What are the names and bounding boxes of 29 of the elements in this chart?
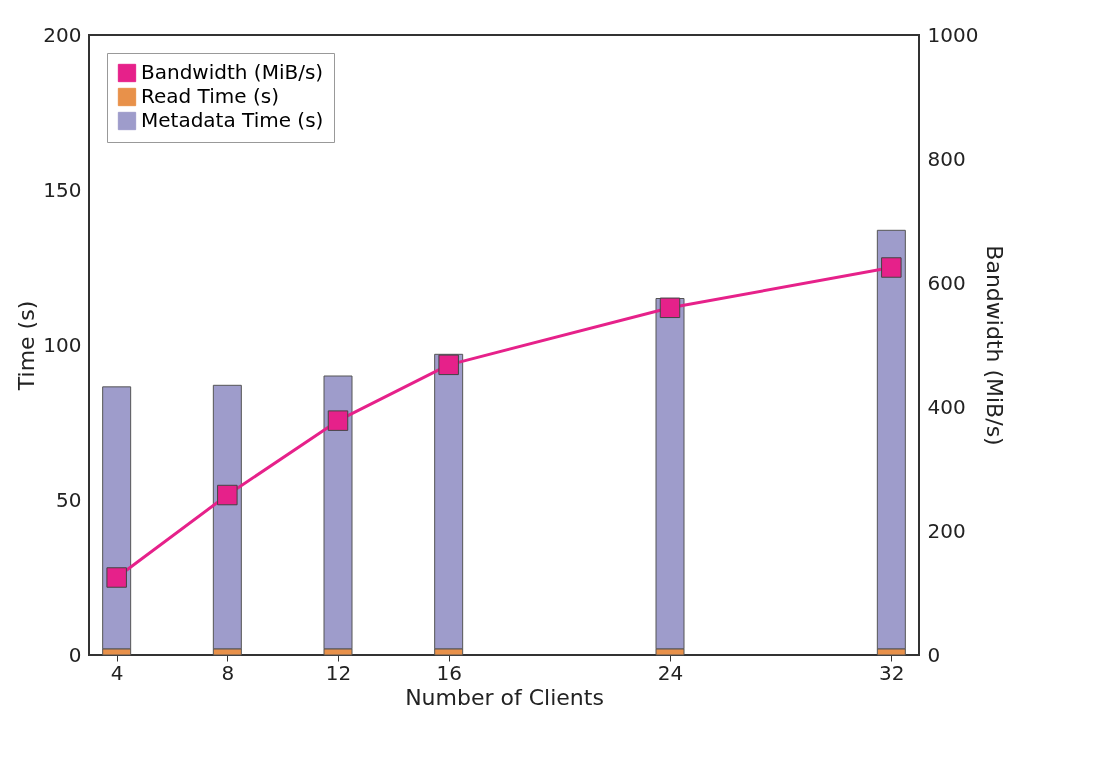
point — [659, 297, 681, 319]
x-tick-label: 16 — [436, 660, 462, 685]
point — [438, 354, 459, 376]
x-tick-label: 32 — [879, 660, 905, 685]
x-tick-label: 8 — [221, 660, 235, 685]
y-axis-title: Time (s) — [14, 300, 40, 392]
point — [106, 567, 127, 588]
x-axis-title: Number of Clients — [405, 684, 604, 710]
y-tick-label: 0 — [68, 642, 82, 667]
y2-axis-title: Bandwidth (MiB/s) — [982, 245, 1008, 446]
point — [881, 257, 902, 278]
legend-label: Metadata Time (s) — [141, 108, 324, 132]
point — [327, 410, 349, 431]
y2-tick-label: 400 — [927, 394, 966, 419]
x-tick-label: 4 — [110, 660, 124, 685]
y2-tick-label: 1000 — [927, 22, 979, 47]
y-tick-label: 50 — [56, 487, 82, 512]
y-tick-label: 200 — [43, 22, 82, 47]
y-tick-label: 100 — [43, 332, 82, 357]
y2-tick-label: 0 — [927, 642, 941, 667]
legend-label: Read Time (s) — [141, 84, 279, 108]
y-tick-label: 150 — [43, 177, 82, 202]
x-tick-label: 24 — [657, 660, 684, 685]
point — [217, 484, 238, 506]
y2-tick-label: 800 — [927, 146, 966, 171]
x-tick-label: 12 — [325, 660, 352, 685]
y2-tick-label: 600 — [927, 270, 966, 295]
y2-tick-label: 200 — [927, 518, 966, 543]
legend-label: Bandwidth (MiB/s) — [141, 60, 324, 84]
